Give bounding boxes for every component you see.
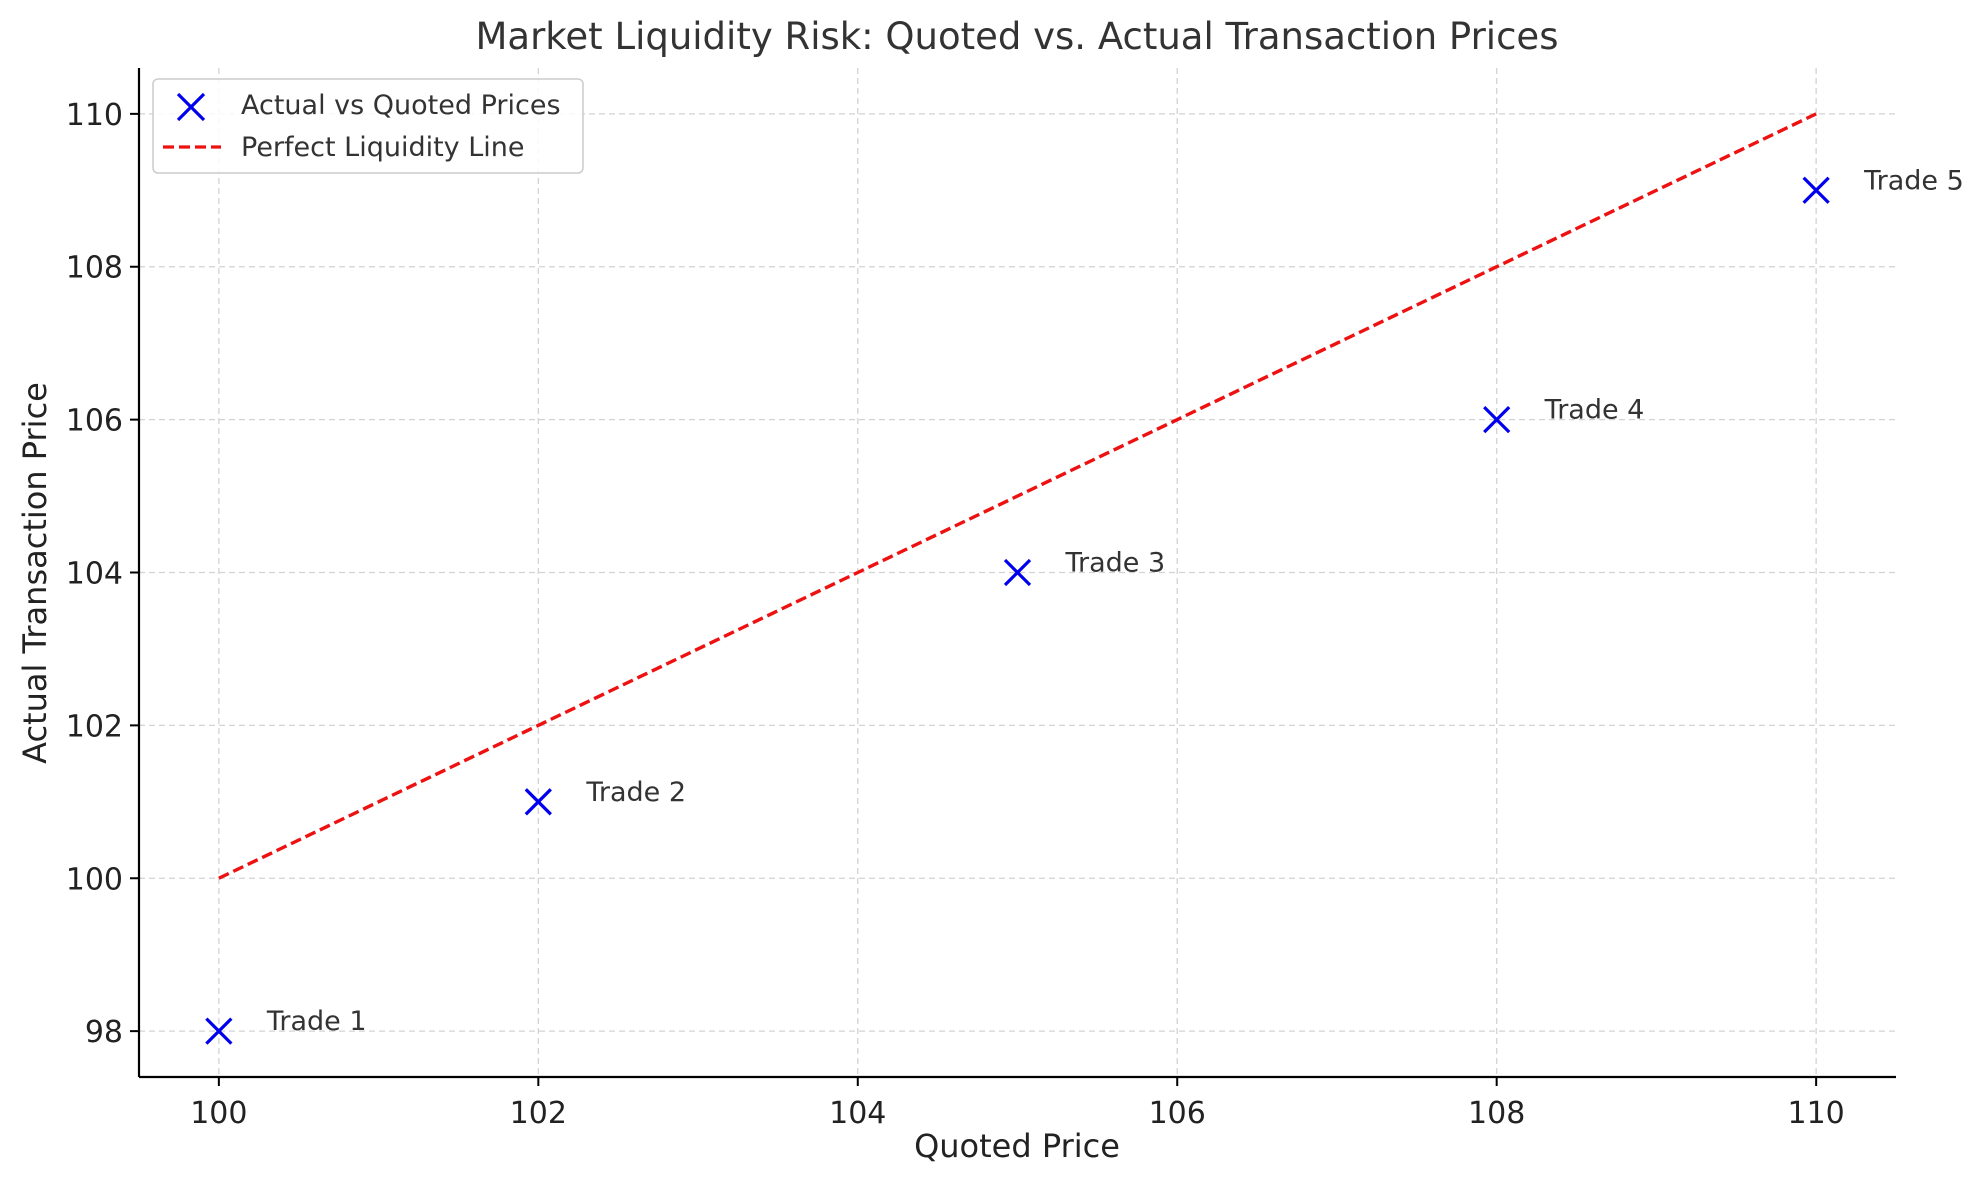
y-tick-label: 108: [66, 251, 123, 286]
data-point-trade-5: [1802, 176, 1830, 204]
data-point-trade-3: [1003, 558, 1032, 587]
grid: [139, 68, 1896, 1077]
data-point-trade-1: [205, 1017, 233, 1045]
data-points-layer: [205, 176, 1830, 1045]
y-tick-label: 106: [66, 404, 123, 439]
legend-label-scatter: Actual vs Quoted Prices: [241, 90, 561, 121]
chart-title: Market Liquidity Risk: Quoted vs. Actual…: [476, 15, 1559, 58]
trade-annotations: Trade 1 Trade 2 Trade 3 Trade 4 Trade 5: [266, 165, 1964, 1037]
annotation-trade-4: Trade 4: [1544, 395, 1645, 426]
annotation-trade-3: Trade 3: [1065, 548, 1166, 579]
legend: Actual vs Quoted Prices Perfect Liquidit…: [152, 78, 584, 174]
legend-label-line: Perfect Liquidity Line: [241, 132, 525, 163]
x-tick-label: 102: [510, 1096, 567, 1131]
perfect-liquidity-line-layer: [218, 112, 1817, 880]
x-tick-label: 108: [1468, 1096, 1525, 1131]
data-point-trade-2: [524, 788, 552, 816]
x-tick-label: 100: [190, 1096, 247, 1131]
y-tick-label: 100: [66, 862, 123, 897]
annotation-trade-5: Trade 5: [1863, 165, 1964, 196]
y-axis-label: Actual Transaction Price: [16, 382, 54, 764]
perfect-liquidity-line: [218, 112, 1817, 880]
x-tick-label: 110: [1788, 1096, 1845, 1131]
legend-marker-x: [176, 92, 206, 122]
y-tick-label: 110: [66, 98, 123, 133]
x-axis-label: Quoted Price: [914, 1127, 1120, 1165]
y-tick-label: 98: [85, 1015, 123, 1050]
ticks: 100 102 104 106 108 110 98 100 102 104 106 108 110: [66, 98, 1845, 1131]
x-tick-label: 106: [1149, 1096, 1206, 1131]
x-tick-label: 104: [829, 1096, 886, 1131]
annotation-trade-2: Trade 2: [585, 777, 686, 808]
data-point-trade-4: [1483, 405, 1511, 434]
annotation-trade-1: Trade 1: [266, 1006, 367, 1037]
legend-box: [152, 78, 584, 174]
y-tick-label: 104: [66, 557, 123, 592]
y-tick-label: 102: [66, 709, 123, 744]
